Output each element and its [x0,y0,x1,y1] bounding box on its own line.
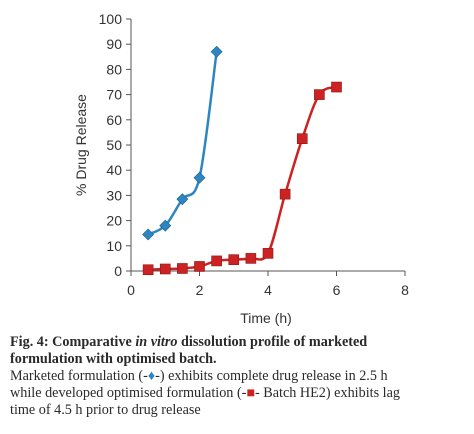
data-point-square [296,133,308,144]
y-tick-label: 40 [106,162,122,178]
data-point-square [177,263,188,274]
y-tick-label: 30 [106,187,122,203]
series-line [147,51,218,236]
y-tick-label: 70 [106,87,122,103]
data-point-square [262,248,274,259]
caption-title-part1: Comparative [48,334,136,350]
data-point-square [211,255,222,267]
caption-title-line2: formulation with optimised batch. [10,351,217,367]
chart-axes [130,19,405,272]
data-point-square [331,81,342,93]
y-tick-label: 50 [106,137,122,153]
y-tick-label: 0 [114,263,122,279]
data-point-square [245,253,257,264]
caption-body-line2: while developed optimised formulation (-… [10,385,466,402]
series-square [142,81,342,276]
x-tick-label: 0 [127,282,135,298]
data-point-square [228,254,240,265]
caption-fig-label: Fig. 4: [10,334,49,350]
caption-body-line1: Marketed formulation (-♦-) exhibits comp… [10,368,466,385]
diamond-marker-icon: ♦ [147,368,156,384]
caption-title-italic: in vitro [135,334,178,350]
series-diamond [142,45,223,241]
x-tick-label: 8 [401,282,409,298]
data-point-square [194,261,205,272]
data-point-diamond [193,171,206,184]
data-point-square [279,188,291,200]
square-marker-icon: ■ [246,385,255,401]
data-point-diamond [176,193,189,206]
caption-body1-a: Marketed formulation (- [10,368,148,384]
chart-series-layer [142,45,342,276]
y-tick-label: 60 [106,112,122,128]
series-line [148,85,338,271]
caption-body2-a: while developed optimised formulation (- [10,385,247,401]
data-point-square [159,263,171,275]
y-tick-label: 80 [106,61,122,77]
caption-body1-b: -) exhibits complete drug release in 2.5… [155,368,388,384]
y-tick-label: 10 [106,238,122,254]
dissolution-chart: 0 10 20 30 40 50 60 70 80 90 100 0 2 4 6 8 % Drug Relea… [73,11,409,326]
chart-ticks: 0 10 20 30 40 50 60 70 80 90 100 0 2 4 6 8 [99,11,409,298]
y-tick-label: 90 [106,36,122,52]
chart-svg: 0 10 20 30 40 50 60 70 80 90 100 0 2 4 6 8 % Drug Relea… [73,11,409,326]
caption-body2-b: - Batch HE2) exhibits lag [254,385,400,401]
x-tick-label: 2 [196,282,204,298]
data-point-square [142,264,154,276]
data-point-diamond [210,45,223,58]
data-point-diamond [142,228,155,241]
data-point-square [314,89,325,100]
data-point-diamond [159,219,172,232]
x-tick-label: 4 [264,282,272,298]
y-tick-label: 100 [99,11,123,27]
caption-title-line1: Fig. 4: Comparative in vitro dissolution… [10,334,466,351]
y-tick-label: 20 [106,213,122,229]
caption-title-part2: dissolution profile of marketed [177,334,368,350]
y-axis-title: % Drug Release [73,94,89,196]
figure-caption: Fig. 4: Comparative in vitro dissolution… [10,334,466,419]
x-tick-label: 6 [333,282,341,298]
x-axis-title: Time (h) [240,310,292,326]
caption-body-line3: time of 4.5 h prior to drug release [10,402,201,418]
